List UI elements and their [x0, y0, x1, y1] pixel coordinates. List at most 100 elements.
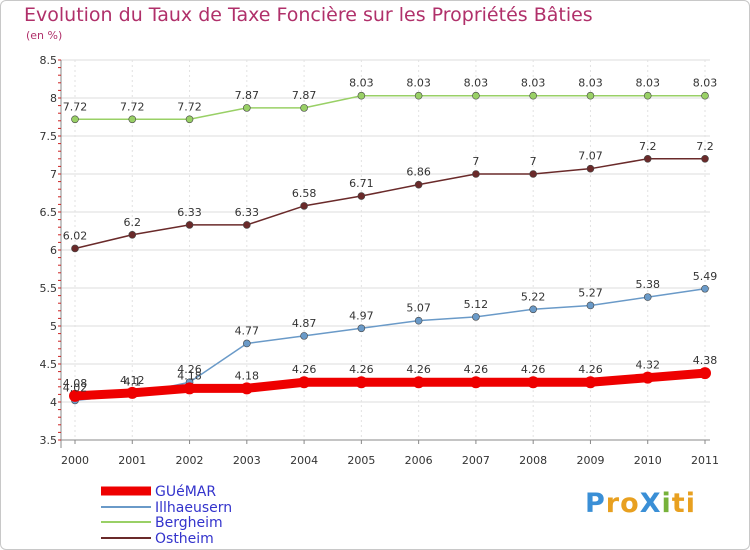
data-point: [472, 313, 480, 321]
data-label: 7.07: [578, 150, 603, 163]
data-point: [243, 104, 251, 112]
data-point: [128, 115, 137, 124]
y-tick-label: 4: [50, 396, 57, 409]
data-label: 4.32: [635, 359, 660, 372]
legend-label: Illhaeusern: [155, 500, 232, 516]
data-point: [357, 91, 366, 100]
data-point: [185, 221, 194, 229]
data-point: [586, 164, 595, 173]
legend-label: Ostheim: [155, 531, 214, 547]
y-tick-label: 6.5: [40, 206, 58, 219]
y-tick-label: 5: [50, 320, 57, 333]
data-label: 4.02: [63, 381, 88, 394]
data-label: 4.77: [235, 324, 260, 337]
x-tick-label: 2006: [405, 454, 433, 467]
data-point: [643, 293, 652, 301]
legend-label: Bergheim: [155, 515, 223, 531]
data-point: [69, 389, 81, 402]
data-label: 8.03: [635, 77, 660, 90]
data-point: [586, 301, 595, 310]
data-point: [701, 155, 709, 163]
data-label: 5.22: [521, 290, 546, 303]
data-point: [300, 332, 308, 340]
data-point: [183, 382, 196, 395]
data-label: 8.03: [578, 77, 603, 90]
data-point: [584, 376, 597, 389]
data-point: [355, 376, 368, 389]
data-point: [699, 367, 711, 380]
chart-unit-label: (en %): [26, 29, 63, 42]
data-point: [472, 170, 480, 178]
logo-letter: X: [639, 488, 662, 519]
data-point: [643, 91, 652, 100]
y-tick-label: 8: [50, 92, 57, 105]
data-label: 8.03: [464, 77, 489, 90]
data-point: [243, 221, 251, 229]
data-label: 8.03: [406, 77, 431, 90]
data-label: 4.08: [63, 377, 88, 390]
x-tick-label: 2009: [576, 454, 604, 467]
logo-letter: t: [671, 488, 686, 519]
data-point: [529, 305, 537, 314]
data-label: 6.02: [63, 229, 88, 242]
data-label: 4.97: [349, 309, 374, 322]
data-label: 5.27: [578, 286, 603, 299]
data-label: 8.03: [693, 77, 718, 90]
data-point: [469, 376, 482, 389]
y-tick-label: 3.5: [40, 434, 58, 447]
y-tick-label: 8.5: [40, 54, 58, 67]
data-label: 4.87: [292, 317, 317, 330]
series-line-2: [74, 94, 706, 121]
y-tick-label: 4.5: [40, 358, 58, 371]
data-point: [185, 115, 194, 124]
x-tick-label: 2000: [61, 454, 89, 467]
data-point: [529, 91, 537, 100]
y-tick-label: 5.5: [40, 282, 58, 295]
data-point: [641, 371, 654, 384]
data-label: 8.03: [349, 77, 374, 90]
data-label: 6.33: [235, 206, 260, 219]
data-label: 7.87: [292, 89, 317, 102]
data-label: 4.26: [292, 363, 317, 376]
data-point: [243, 339, 251, 348]
data-point: [414, 180, 423, 189]
data-label: 7.72: [63, 100, 88, 113]
x-tick-label: 2007: [462, 454, 490, 467]
x-tick-label: 2008: [519, 454, 547, 467]
logo-letter: P: [585, 488, 606, 519]
y-tick-label: 7.5: [40, 130, 58, 143]
series-line-0: [70, 368, 710, 401]
data-point: [643, 155, 652, 163]
x-tick-label: 2002: [176, 454, 204, 467]
data-label: 4.18: [177, 369, 202, 382]
data-point: [71, 244, 79, 253]
data-point: [529, 170, 537, 178]
logo-letter: r: [605, 488, 621, 519]
data-point: [701, 91, 709, 100]
data-point: [300, 104, 308, 112]
data-point: [298, 376, 311, 389]
data-label: 6.71: [349, 177, 374, 190]
x-tick-label: 2004: [290, 454, 318, 467]
data-point: [701, 284, 709, 293]
data-label: 4.1: [124, 375, 142, 388]
chart-title: Evolution du Taux de Taxe Foncière sur l…: [24, 4, 593, 26]
logo-letter: o: [620, 488, 640, 519]
data-label: 4.26: [464, 363, 489, 376]
data-label: 8.03: [521, 77, 546, 90]
data-point: [357, 324, 366, 333]
data-point: [126, 386, 139, 399]
data-label: 7: [472, 155, 479, 168]
x-tick-label: 2003: [233, 454, 261, 467]
data-point: [586, 91, 595, 100]
data-label: 4.18: [235, 369, 260, 382]
data-label: 6.33: [177, 206, 202, 219]
data-label: 7.2: [639, 140, 657, 153]
logo-letter: i: [661, 488, 672, 519]
data-label: 7.87: [235, 89, 260, 102]
y-tick-label: 6: [50, 244, 57, 257]
series-line-1: [74, 288, 706, 402]
data-label: 7.72: [177, 100, 202, 113]
